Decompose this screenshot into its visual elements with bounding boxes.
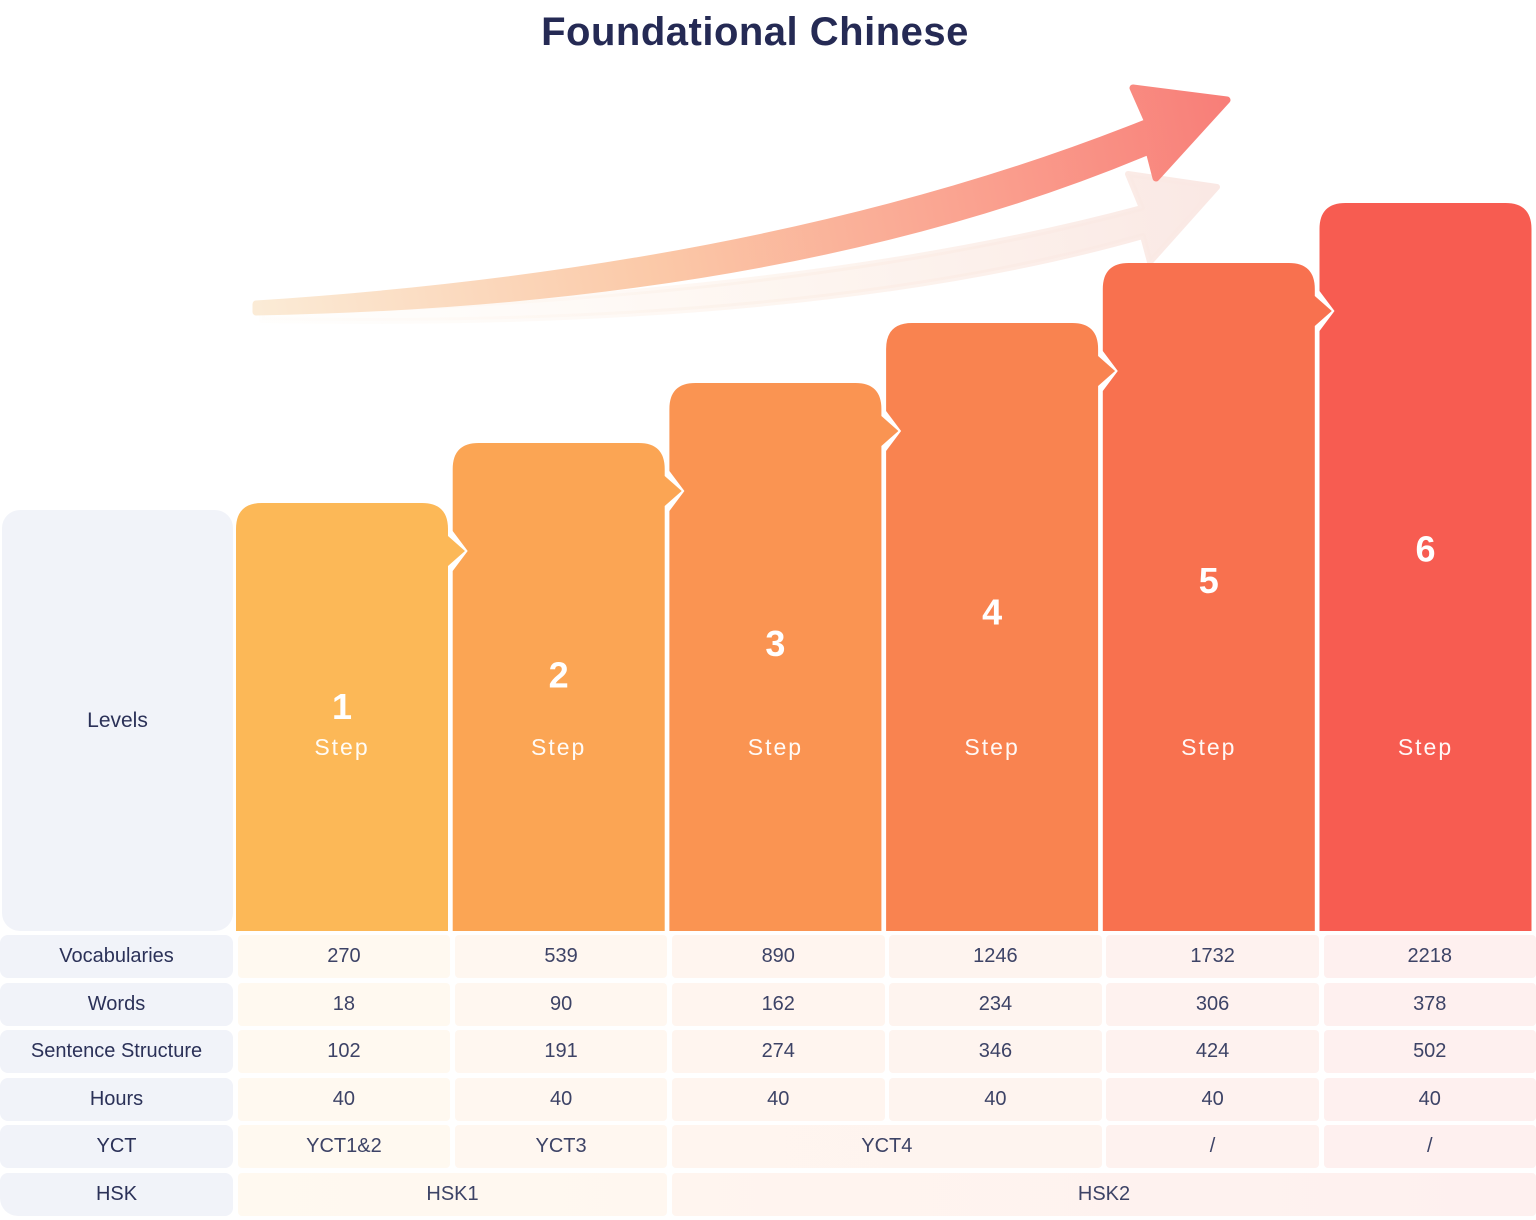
table-cell: HSK2 bbox=[672, 1172, 1536, 1216]
table-cell: 424 bbox=[1106, 1030, 1319, 1074]
bar-step-label: Step bbox=[531, 734, 586, 760]
table-cell: 40 bbox=[672, 1077, 885, 1121]
page-title: Foundational Chinese bbox=[541, 10, 969, 54]
levels-table: Vocabularies 270 539 890 1246 1732 2218 Words 18… bbox=[0, 935, 1536, 1216]
growth-arrow-shadow-icon bbox=[259, 171, 1220, 324]
bar-step-1: 1 Step bbox=[236, 503, 465, 931]
bar-shape bbox=[1319, 203, 1532, 931]
row-label-vocabularies: Vocabularies bbox=[0, 935, 233, 978]
row-label-hours: Hours bbox=[0, 1077, 233, 1121]
table-cell: 2218 bbox=[1323, 935, 1536, 978]
bar-step-label: Step bbox=[748, 734, 803, 760]
table-cell: YCT4 bbox=[672, 1125, 1102, 1169]
table-cell: 90 bbox=[454, 982, 668, 1026]
table-cell: 102 bbox=[237, 1030, 451, 1074]
bar-number: 6 bbox=[1415, 528, 1435, 569]
bar-number: 2 bbox=[549, 654, 569, 695]
bar-step-label: Step bbox=[1398, 734, 1453, 760]
growth-arrow-icon bbox=[252, 84, 1231, 316]
table-cell: 40 bbox=[237, 1077, 451, 1121]
table-cell: 1732 bbox=[1106, 935, 1319, 978]
bar-shape bbox=[452, 443, 682, 931]
bar-step-6: 6 Step bbox=[1319, 203, 1532, 931]
bar-shape bbox=[669, 383, 899, 931]
table-cell: 40 bbox=[454, 1077, 668, 1121]
row-label-sentence-structure: Sentence Structure bbox=[0, 1030, 233, 1074]
bar-step-4: 4 Step bbox=[886, 323, 1116, 931]
bar-step-label: Step bbox=[314, 734, 369, 760]
levels-label: Levels bbox=[87, 708, 148, 732]
bar-step-5: 5 Step bbox=[1102, 263, 1332, 931]
table-cell: 306 bbox=[1106, 982, 1319, 1026]
table-cell: / bbox=[1106, 1125, 1319, 1169]
table-cell: 40 bbox=[1106, 1077, 1319, 1121]
bar-number: 1 bbox=[332, 686, 352, 727]
bar-step-3: 3 Step bbox=[669, 383, 899, 931]
bar-number: 3 bbox=[765, 623, 785, 664]
table-cell: 40 bbox=[1323, 1077, 1536, 1121]
row-label-yct: YCT bbox=[0, 1125, 233, 1169]
bar-shape bbox=[886, 323, 1116, 931]
table-cell: 191 bbox=[454, 1030, 668, 1074]
table-cell: 378 bbox=[1323, 982, 1536, 1026]
bar-number: 5 bbox=[1199, 560, 1219, 601]
table-cell: YCT3 bbox=[454, 1125, 668, 1169]
step-bar-chart: 1 Step 2 Step 3 Step 4 Step 5 Step 6 Step bbox=[236, 84, 1532, 931]
table-cell: 1246 bbox=[889, 935, 1102, 978]
bar-shape bbox=[236, 503, 465, 931]
table-cell: 346 bbox=[889, 1030, 1102, 1074]
table-cell: 162 bbox=[672, 982, 885, 1026]
levels-panel: Levels bbox=[2, 510, 233, 931]
table-cell: 890 bbox=[672, 935, 885, 978]
row-label-words: Words bbox=[0, 982, 233, 1026]
table-cell: 539 bbox=[454, 935, 668, 978]
table-cell: 502 bbox=[1323, 1030, 1536, 1074]
row-label-hsk: HSK bbox=[0, 1172, 233, 1216]
table-cell: / bbox=[1323, 1125, 1536, 1169]
table-cell: 18 bbox=[237, 982, 451, 1026]
table-cell: 270 bbox=[237, 935, 451, 978]
bar-shape bbox=[1102, 263, 1332, 931]
table-cell: 40 bbox=[889, 1077, 1102, 1121]
bar-step-label: Step bbox=[1181, 734, 1236, 760]
bar-number: 4 bbox=[982, 591, 1002, 632]
bar-step-2: 2 Step bbox=[452, 443, 682, 931]
table-cell: 234 bbox=[889, 982, 1102, 1026]
table-cell: HSK1 bbox=[237, 1172, 668, 1216]
table-cell: 274 bbox=[672, 1030, 885, 1074]
table-cell: YCT1&2 bbox=[237, 1125, 451, 1169]
bar-step-label: Step bbox=[964, 734, 1019, 760]
